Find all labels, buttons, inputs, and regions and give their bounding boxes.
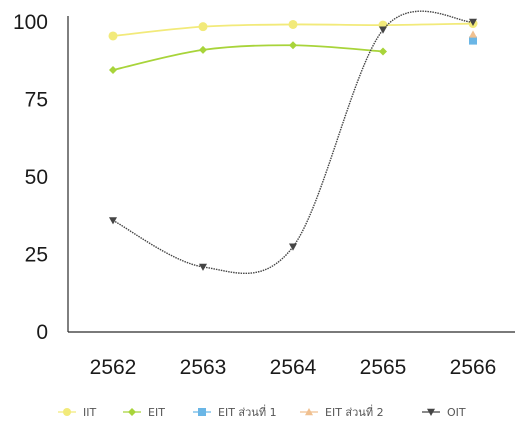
y-tick-label: 75 bbox=[25, 89, 48, 112]
legend-label: EIT ส่วนที่ 2 bbox=[325, 404, 384, 419]
series-eit-2 bbox=[469, 30, 477, 38]
x-tick-label: 2563 bbox=[180, 356, 227, 379]
legend-label: EIT ส่วนที่ 1 bbox=[218, 404, 277, 419]
series-eit-1 bbox=[469, 36, 477, 45]
series-eit bbox=[109, 41, 387, 75]
x-tick-label: 2566 bbox=[450, 356, 497, 379]
legend-item-eit-1: EIT ส่วนที่ 1 bbox=[193, 404, 277, 419]
series-oit bbox=[109, 10, 477, 275]
y-tick-label: 100 bbox=[13, 11, 48, 34]
data-point bbox=[199, 263, 207, 271]
legend-marker bbox=[427, 408, 435, 416]
axes bbox=[67, 16, 515, 333]
legend-label: IIT bbox=[83, 406, 96, 419]
data-point bbox=[469, 30, 477, 38]
series-line bbox=[112, 44, 384, 71]
legend-marker bbox=[305, 408, 313, 416]
plot-area bbox=[108, 10, 478, 275]
data-point bbox=[289, 243, 297, 251]
data-point bbox=[289, 41, 297, 50]
data-point bbox=[288, 19, 298, 29]
x-tick-label: 2564 bbox=[270, 356, 317, 379]
legend-marker bbox=[128, 408, 136, 416]
legend: IIT EIT EIT ส่วนที่ 1 EIT ส่วนที่ 2 OIT bbox=[58, 404, 466, 419]
y-tick-label: 50 bbox=[25, 166, 48, 189]
legend-marker bbox=[198, 408, 206, 416]
data-point bbox=[109, 217, 117, 225]
data-point bbox=[108, 31, 118, 41]
x-tick-label: 2562 bbox=[90, 356, 137, 379]
data-point bbox=[199, 45, 207, 54]
x-tick-label: 2565 bbox=[360, 356, 407, 379]
y-tick-labels: 0 25 50 75 100 bbox=[13, 11, 48, 344]
series-line bbox=[112, 10, 474, 275]
data-point bbox=[109, 66, 117, 75]
data-point bbox=[469, 18, 477, 26]
data-point bbox=[379, 47, 387, 56]
legend-label: EIT bbox=[148, 406, 165, 419]
data-point bbox=[198, 22, 208, 32]
legend-item-oit: OIT bbox=[422, 406, 466, 419]
legend-marker bbox=[63, 408, 71, 416]
legend-label: OIT bbox=[447, 406, 466, 419]
data-point bbox=[379, 26, 387, 34]
legend-item-eit: EIT bbox=[123, 406, 165, 419]
legend-item-iit: IIT bbox=[58, 406, 96, 419]
y-tick-label: 25 bbox=[25, 244, 48, 267]
y-tick-label: 0 bbox=[36, 321, 48, 344]
series-iit bbox=[108, 19, 478, 41]
legend-item-eit-2: EIT ส่วนที่ 2 bbox=[300, 404, 384, 419]
x-tick-labels: 2562 2563 2564 2565 2566 bbox=[90, 356, 497, 379]
data-point bbox=[469, 36, 477, 45]
